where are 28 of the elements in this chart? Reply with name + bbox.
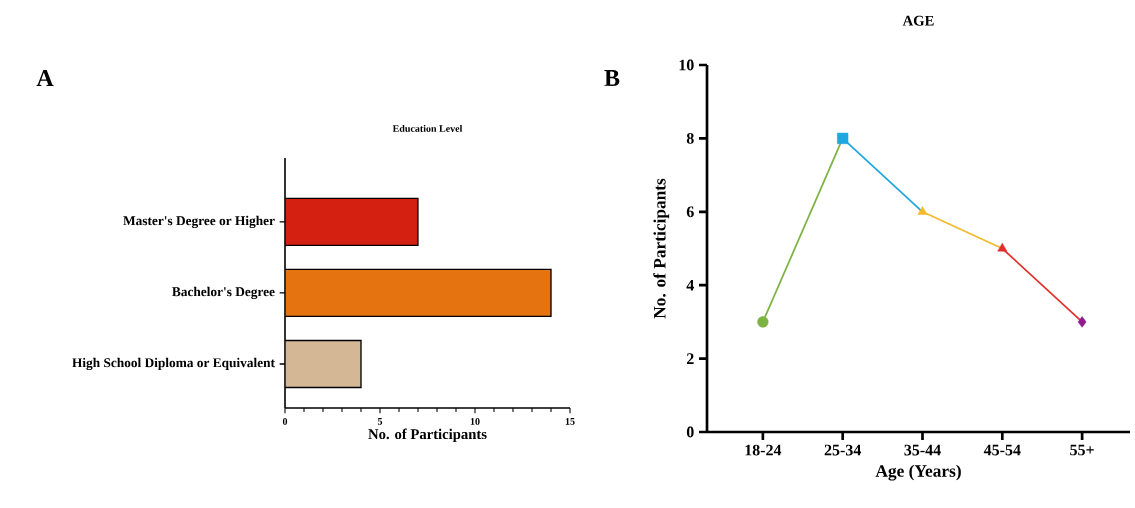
x-tick-label: 15 [565,418,575,425]
point [1077,316,1087,328]
x-tick-label: 5 [377,418,383,425]
x-axis-title: Age (Years) [875,464,961,481]
x-tick-label: 0 [282,418,288,425]
chart-title: AGE [902,15,934,26]
x-tick-label: 45-54 [983,444,1021,456]
y-tick-label: 10 [679,59,694,71]
x-tick-label: 10 [470,418,480,425]
y-tick-label: Bachelor's Degree [172,286,275,300]
y-tick-label: 0 [686,426,694,438]
x-tick-label: 55+ [1070,444,1094,456]
point [757,316,769,328]
y-tick-label: 6 [686,206,694,218]
y-tick-label: 2 [686,353,694,364]
y-tick-label: Master's Degree or Higher [123,215,275,229]
text: B [604,70,620,86]
y-tick-label: High School Diploma or Equivalent [72,357,275,371]
chart-title: Education Level [392,124,463,132]
y-axis-title: No. of Participants [653,178,670,319]
y-tick-label: 4 [686,279,694,291]
x-tick-label: 25-34 [824,444,862,456]
x-tick-label: 18-24 [745,444,782,456]
x-tick-label: 35-44 [904,444,941,456]
y-tick-label: 8 [686,133,694,144]
text: A [36,70,54,86]
point [837,132,849,144]
x-axis-title: No. of Participants [368,428,487,443]
